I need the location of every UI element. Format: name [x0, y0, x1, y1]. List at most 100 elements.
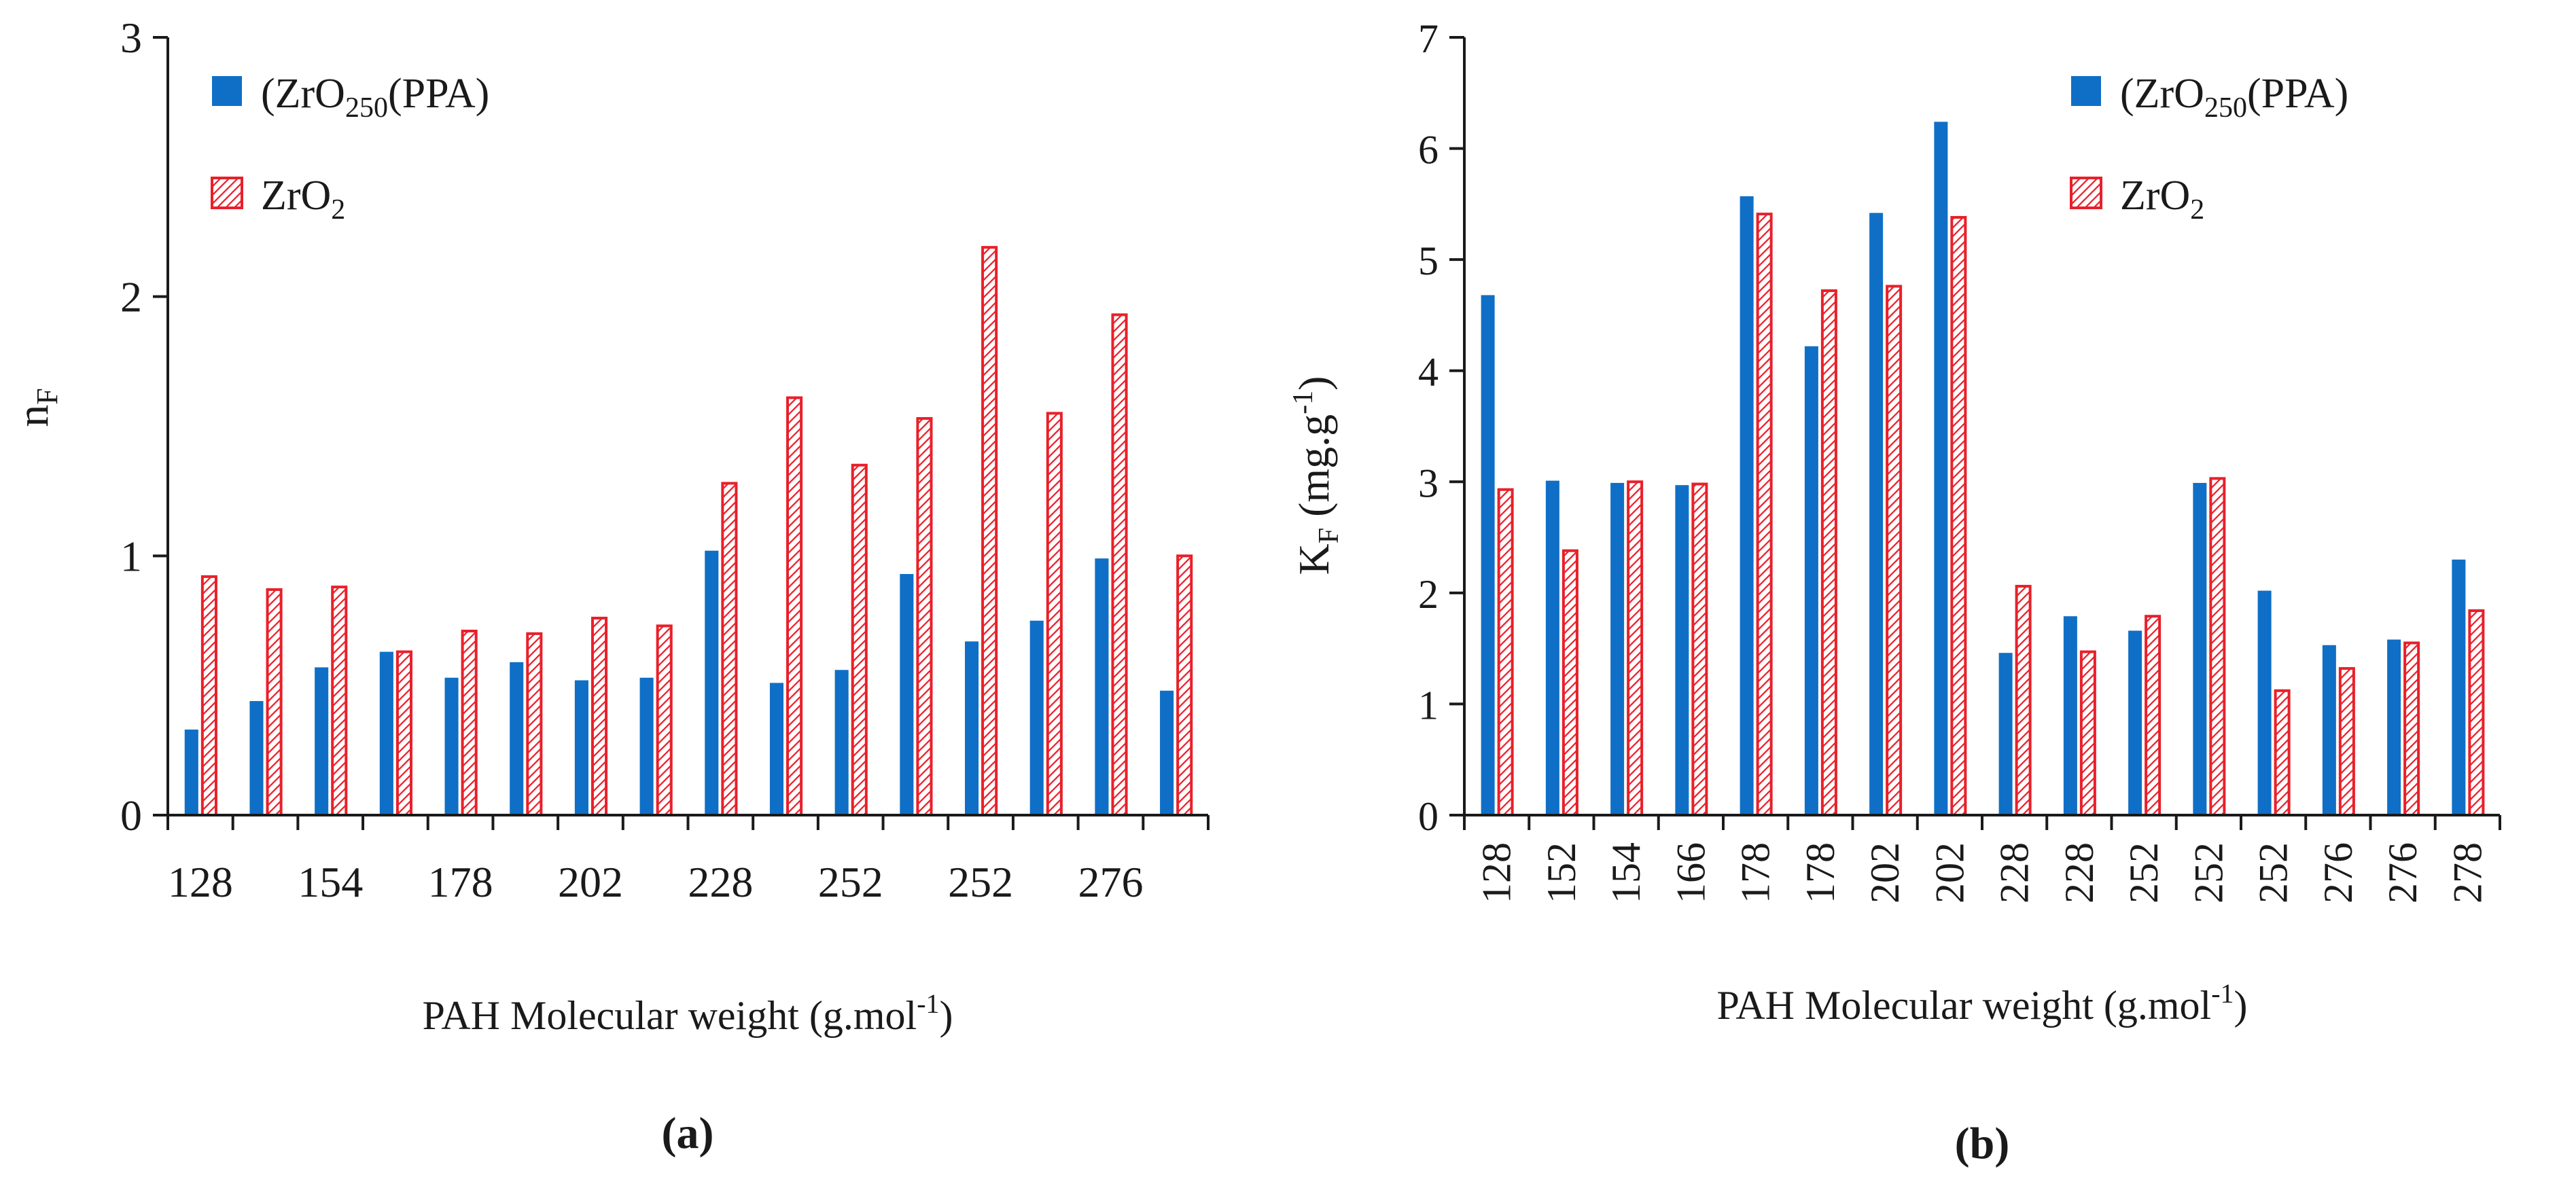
x-tick-label: 154: [1604, 842, 1648, 903]
y-tick-label: 7: [1418, 16, 1439, 61]
bar-zro2-ppa-1: [249, 701, 264, 815]
legend-label-zro2-ppa: (ZrO250(PPA): [261, 71, 489, 124]
bar-zro2-5: [1820, 289, 1837, 816]
bar-zro2-11: [916, 417, 933, 816]
y-tick-label: 4: [1418, 350, 1439, 395]
y-axis-title-main: n: [8, 405, 58, 427]
bar-zro2-ppa-13: [1029, 620, 1044, 815]
x-tick-label: 228: [688, 858, 753, 906]
bar-zro2-ppa-9: [769, 683, 784, 815]
bar-zro2-9: [786, 396, 803, 816]
bar-zro2-10: [851, 463, 868, 816]
x-tick-label: 252: [2251, 842, 2296, 903]
x-tick-label: 178: [1733, 842, 1778, 903]
bar-zro2-12: [981, 246, 998, 816]
legend-swatch-zro2: [2070, 177, 2102, 209]
x-tick-label: 202: [1927, 842, 1972, 903]
bar-zro2-ppa-11: [2193, 482, 2207, 815]
axes-group: [1449, 36, 2501, 830]
bar-zro2-ppa-5: [510, 662, 524, 815]
x-tick-labels: 128 154 178 202 228 252 252 276: [168, 858, 1144, 906]
x-axis-title-main: PAH Molecular weight (g.mol: [422, 993, 917, 1038]
x-tick-label: 228: [2057, 842, 2102, 903]
bar-zro2-ppa-4: [1740, 196, 1754, 816]
y-axis-title: nF: [8, 388, 64, 427]
bar-zro2-0: [1497, 488, 1514, 816]
x-tick-label: 276: [2380, 842, 2425, 903]
bar-zro2-9: [2079, 650, 2096, 816]
x-tick-label: 128: [1475, 842, 1519, 903]
panel-label: (a): [662, 1109, 714, 1158]
bar-zro2-ppa-7: [639, 677, 654, 815]
x-tick-label: 178: [428, 858, 493, 906]
x-axis-title-sup: -1: [917, 988, 939, 1019]
y-axis-title-sub: F: [31, 388, 64, 404]
bar-zro2-14: [2403, 641, 2420, 817]
bar-zro2-13: [2338, 667, 2355, 816]
bar-zro2-ppa-10: [834, 670, 849, 815]
bar-zro2-4: [1756, 213, 1773, 817]
bar-zro2-14: [1111, 313, 1128, 816]
bar-zro2-ppa-2: [1610, 482, 1625, 815]
bar-zro2-6: [1886, 285, 1903, 816]
legend-swatch-zro2-ppa: [212, 76, 242, 106]
x-tick-label: 154: [298, 858, 363, 906]
bar-zro2-ppa-15: [2452, 559, 2466, 815]
bar-zro2-15: [1176, 554, 1193, 816]
bar-zro2-7: [656, 624, 673, 817]
bar-zro2-3: [1691, 482, 1708, 816]
x-tick-label: 166: [1668, 842, 1713, 903]
legend: (ZrO250(PPA) ZrO2: [2070, 71, 2348, 226]
x-tick-label: 252: [2186, 842, 2231, 903]
bar-zro2-ppa-7: [1934, 122, 1948, 816]
bar-zro2-10: [2145, 615, 2162, 816]
bar-zro2-6: [590, 616, 608, 817]
bar-zro2-5: [526, 632, 543, 816]
x-tick-label: 178: [1798, 842, 1843, 903]
legend-swatch-zro2-ppa: [2071, 76, 2101, 106]
bar-zro2-3: [395, 650, 413, 816]
bar-zro2-ppa-4: [444, 677, 459, 815]
bars-group: [1481, 122, 2485, 817]
legend: (ZrO250(PPA) ZrO2: [211, 71, 489, 226]
bar-zro2-8: [2015, 585, 2032, 816]
bar-zro2-2: [1627, 480, 1644, 816]
y-tick-label: 1: [120, 532, 142, 580]
bar-zro2-0: [200, 575, 217, 816]
legend-swatch-zro2: [211, 177, 243, 209]
bar-zro2-ppa-9: [2063, 616, 2077, 815]
x-tick-label: 128: [168, 858, 233, 906]
x-tick-label: 228: [1992, 842, 2037, 903]
x-axis-title: PAH Molecular weight (g.mol-1): [1716, 978, 2247, 1028]
bar-zro2-12: [2274, 689, 2291, 816]
bar-zro2-1: [1562, 549, 1578, 816]
y-tick-label: 0: [1418, 794, 1439, 839]
legend-label-zro2: ZrO2: [2120, 173, 2204, 226]
bar-zro2-ppa-13: [2322, 645, 2336, 815]
bar-zro2-ppa-15: [1160, 690, 1174, 815]
y-tick-label: 2: [120, 273, 142, 321]
legend-label-zro2-ppa: (ZrO250(PPA): [2120, 71, 2348, 124]
x-tick-label: 252: [2121, 842, 2166, 903]
bar-zro2-8: [721, 482, 738, 816]
bar-zro2-ppa-8: [1998, 653, 2013, 815]
x-tick-label: 202: [558, 858, 623, 906]
y-tick-labels: 0 1 2 3 4 5 6 7: [1418, 16, 1439, 839]
bar-zro2-13: [1046, 412, 1063, 816]
y-tick-label: 0: [120, 791, 142, 840]
bars-group: [184, 246, 1193, 817]
x-tick-label: 276: [2316, 842, 2361, 903]
bar-zro2-ppa-3: [1675, 485, 1689, 815]
bar-zro2-ppa-10: [2128, 630, 2142, 815]
bar-zro2-ppa-0: [1481, 295, 1495, 815]
y-tick-label: 6: [1418, 128, 1439, 173]
bar-zro2-ppa-8: [705, 550, 719, 815]
x-axis-title: PAH Molecular weight (g.mol-1): [422, 988, 953, 1038]
x-tick-label: 276: [1078, 858, 1143, 906]
chart-panel-b: 0 1 2 3 4 5 6 7 128 152 154 166 178 178 202 202 228 228 2…: [1288, 16, 2501, 1168]
bar-zro2-ppa-5: [1804, 346, 1818, 815]
bar-zro2-ppa-14: [1095, 558, 1109, 815]
bar-zro2-ppa-14: [2387, 639, 2401, 815]
bar-zro2-4: [461, 630, 478, 816]
